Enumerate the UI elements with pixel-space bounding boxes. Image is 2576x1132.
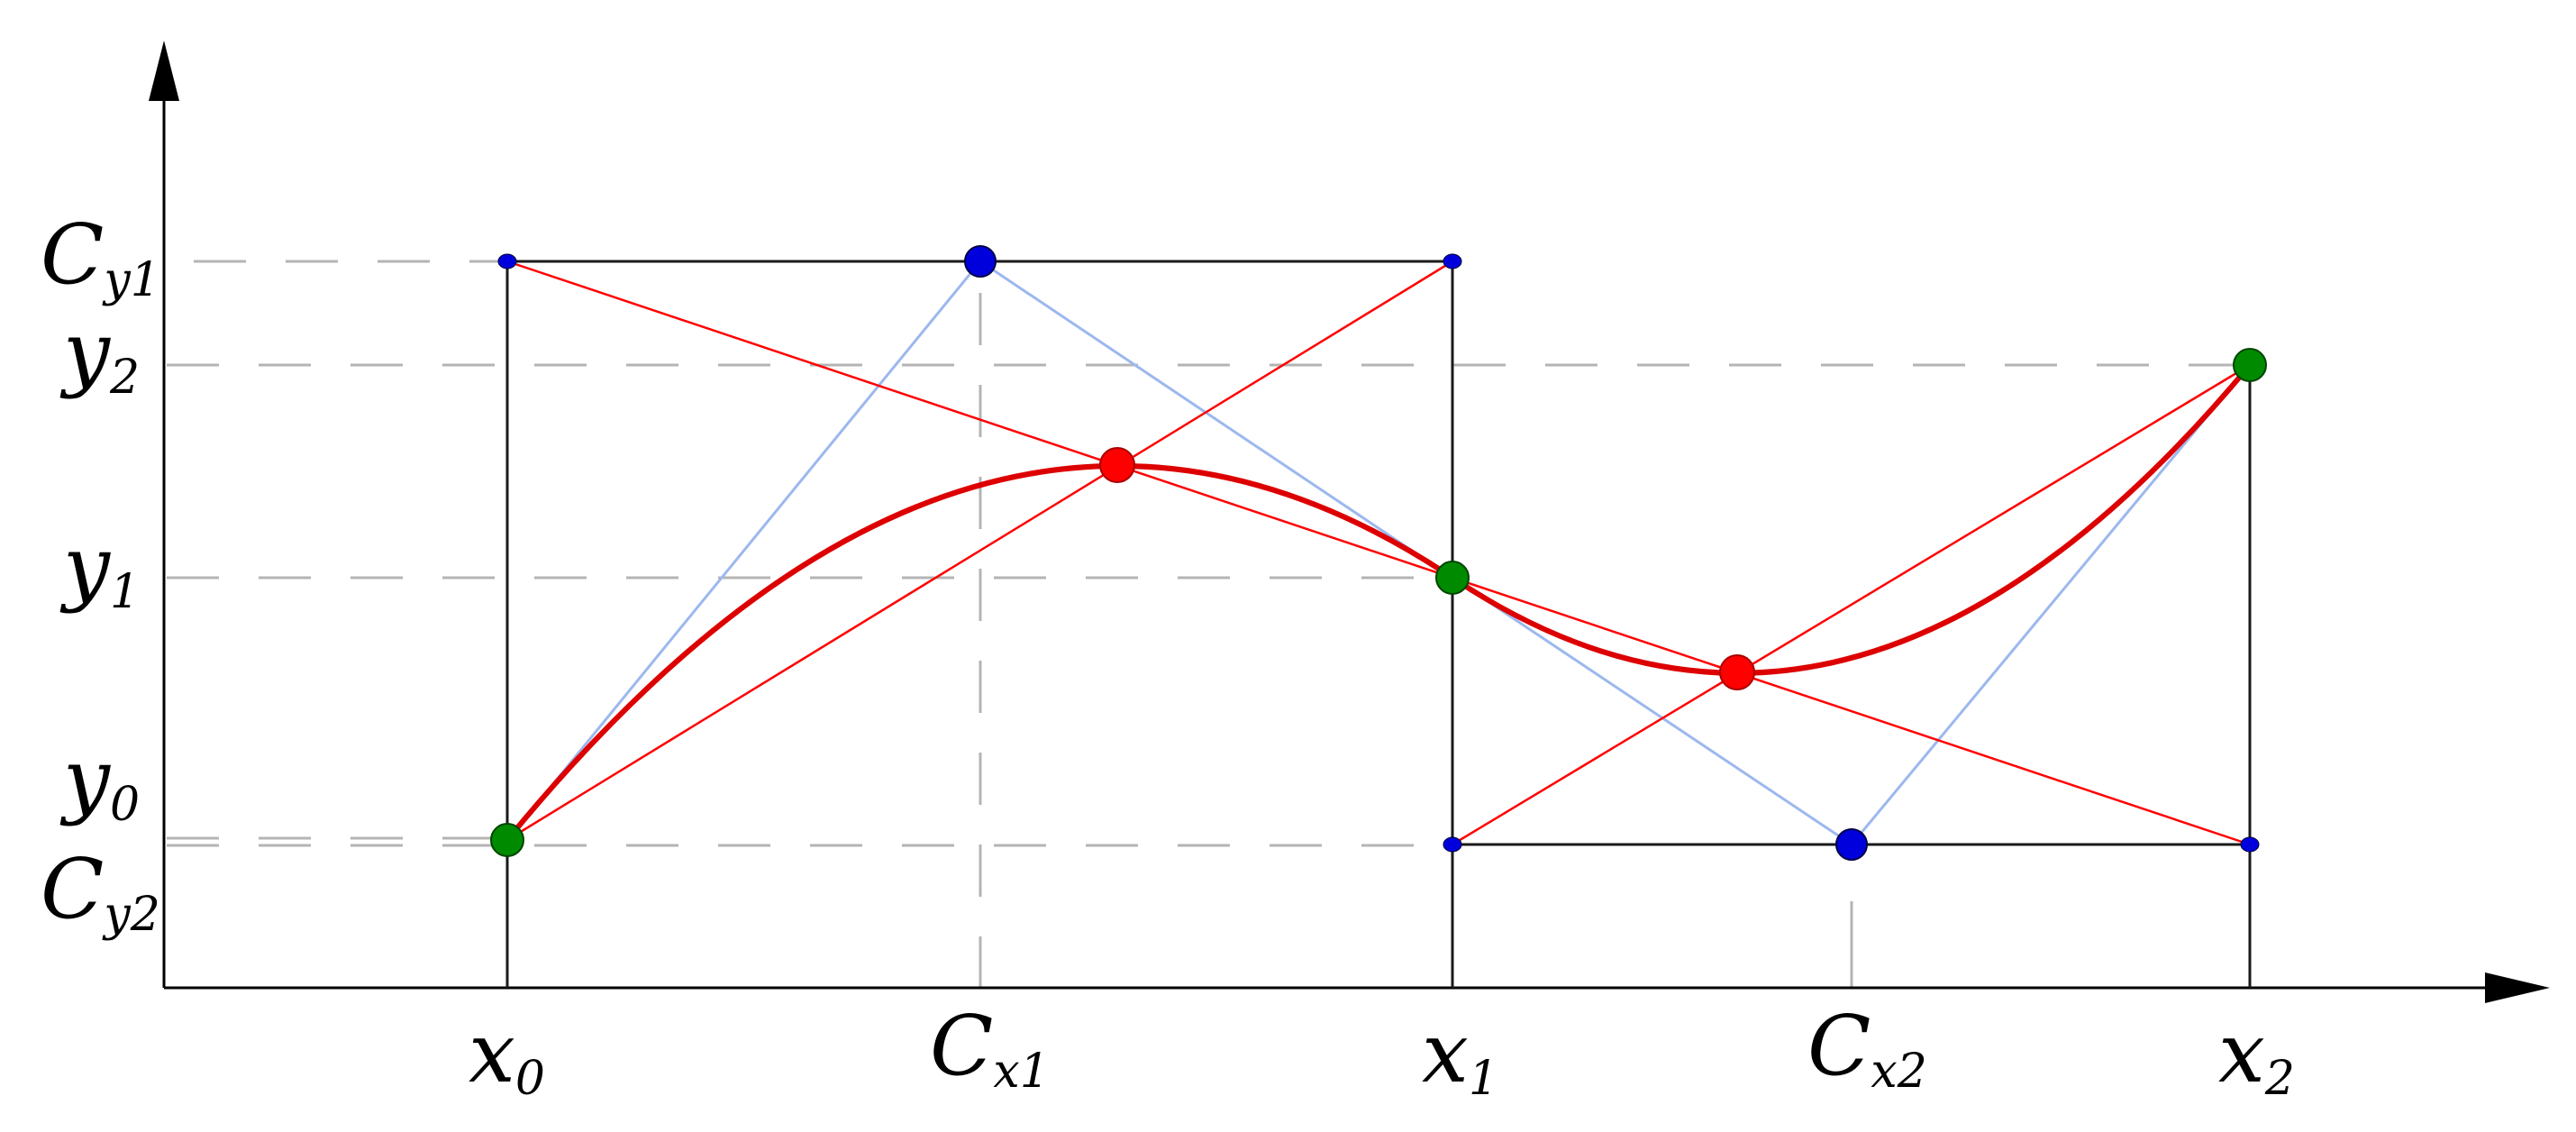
diagonal-2b <box>1452 363 2251 846</box>
control-points <box>964 245 1868 861</box>
endpoint-p2 <box>2233 348 2267 382</box>
horizontal-guides <box>167 260 2244 847</box>
label-x0-sub: 0 <box>515 1052 545 1106</box>
midpoints <box>1099 447 1755 690</box>
label-x2-main: x <box>2218 1005 2265 1101</box>
bounding-boxes <box>505 260 2252 988</box>
label-cx1-main: C <box>930 998 993 1094</box>
label-y0: y0 <box>59 731 140 832</box>
label-y0-sub: 0 <box>110 778 140 832</box>
diagonal-1b <box>506 260 1453 842</box>
corner-point <box>1443 836 1462 853</box>
axes <box>149 41 2550 1003</box>
endpoints <box>490 348 2267 857</box>
label-y2-main: y <box>59 304 111 400</box>
corner-points <box>497 253 2260 853</box>
label-cy1-main: C <box>41 206 104 303</box>
label-x2: x2 <box>2218 1005 2295 1106</box>
corner-point <box>2240 836 2260 853</box>
label-x0: x0 <box>469 1005 545 1106</box>
label-cx2-main: C <box>1807 998 1871 1094</box>
y-axis-arrow-icon <box>149 41 179 101</box>
control-point-c2 <box>1835 828 1868 861</box>
label-cx1-sub: x1 <box>993 1045 1049 1099</box>
label-cy1: Cy1 <box>41 206 160 307</box>
label-cy2-sub: y2 <box>102 888 159 942</box>
label-x1-sub: 1 <box>1469 1052 1498 1106</box>
label-cx1: Cx1 <box>930 998 1050 1099</box>
endpoint-p1 <box>1435 561 1470 595</box>
label-y2-sub: 2 <box>109 351 140 405</box>
label-x0-main: x <box>469 1005 515 1101</box>
label-x2-sub: 2 <box>2264 1052 2295 1106</box>
label-y2: y2 <box>59 304 140 405</box>
construction-lines <box>506 260 2251 846</box>
vertical-guides <box>979 293 1853 987</box>
label-cy2: Cy2 <box>41 841 160 942</box>
label-x1: x1 <box>1422 1005 1498 1106</box>
control-point-c1 <box>964 245 997 278</box>
label-cx2: Cx2 <box>1807 998 1927 1099</box>
corner-point <box>1443 253 1462 269</box>
diagonal-2a <box>1452 576 2251 846</box>
label-cy2-main: C <box>41 841 104 937</box>
label-y1: y1 <box>59 518 140 619</box>
x-axis-labels: x0 Cx1 x1 Cx2 x2 <box>469 998 2295 1106</box>
diagonal-1a <box>506 260 1453 580</box>
midpoint-2 <box>1719 654 1755 690</box>
label-cy1-sub: y1 <box>102 253 159 307</box>
label-y0-main: y <box>59 731 111 827</box>
x-axis-arrow-icon <box>2485 972 2550 1003</box>
bezier-curve <box>505 362 2253 843</box>
endpoint-p0 <box>490 823 524 857</box>
label-cx2-sub: x2 <box>1871 1045 1926 1099</box>
label-y1-main: y <box>59 518 111 615</box>
label-y1-sub: 1 <box>110 565 140 619</box>
midpoint-1 <box>1099 447 1135 483</box>
corner-point <box>497 253 517 269</box>
y-axis-labels: Cy1 y2 y1 y0 Cy2 <box>41 206 160 942</box>
label-x1-main: x <box>1422 1005 1469 1101</box>
